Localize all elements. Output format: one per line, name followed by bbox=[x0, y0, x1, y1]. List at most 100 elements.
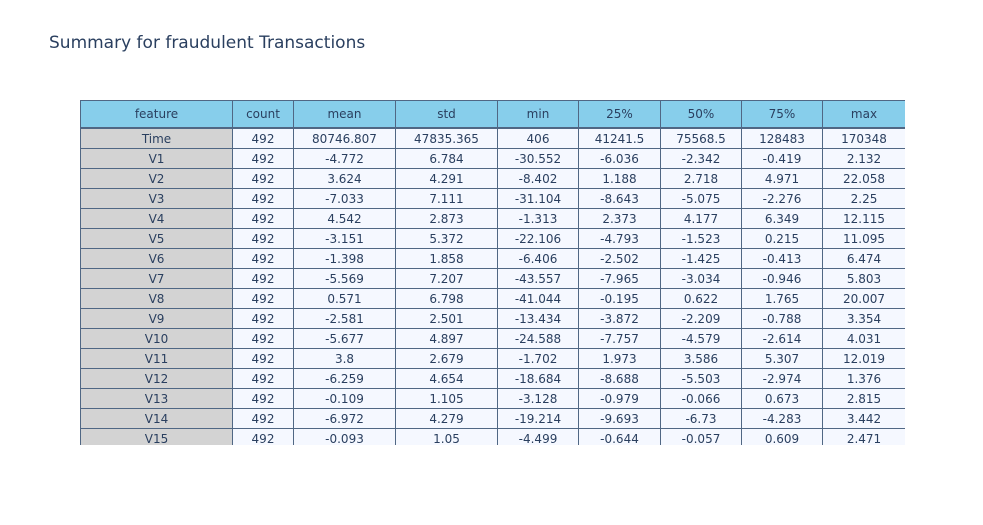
value-cell-25pct: -7.757 bbox=[578, 328, 661, 349]
value-cell-mean: -6.259 bbox=[293, 368, 396, 389]
value-cell-25pct: 2.373 bbox=[578, 208, 661, 229]
value-cell-75pct: -2.276 bbox=[741, 188, 823, 209]
column-header-75pct: 75% bbox=[741, 100, 823, 129]
value-cell-min: -6.406 bbox=[497, 248, 579, 269]
table-row: V11 492 3.8 2.679 -1.702 1.973 3.586 5.307 12.01… bbox=[80, 348, 905, 369]
feature-cell: V3 bbox=[80, 188, 233, 209]
value-cell-25pct: -8.688 bbox=[578, 368, 661, 389]
value-cell-25pct: -0.979 bbox=[578, 388, 661, 409]
value-cell-25pct: -4.793 bbox=[578, 228, 661, 249]
value-cell-50pct: 0.622 bbox=[660, 288, 742, 309]
table-row: V5 492 -3.151 5.372 -22.106 -4.793 -1.523 0.215… bbox=[80, 228, 905, 249]
column-header-count: count bbox=[232, 100, 294, 129]
value-cell-75pct: 128483 bbox=[741, 127, 823, 149]
value-cell-max: 2.471 bbox=[822, 428, 905, 445]
value-cell-max: 3.442 bbox=[822, 408, 905, 429]
value-cell-max: 5.803 bbox=[822, 268, 905, 289]
table-row: V9 492 -2.581 2.501 -13.434 -3.872 -2.209 -0.78… bbox=[80, 308, 905, 329]
table-row: V2 492 3.624 4.291 -8.402 1.188 2.718 4.971 22.0… bbox=[80, 168, 905, 189]
value-cell-mean: -6.972 bbox=[293, 408, 396, 429]
value-cell-mean: 3.8 bbox=[293, 348, 396, 369]
value-cell-50pct: 2.718 bbox=[660, 168, 742, 189]
value-cell-max: 170348 bbox=[822, 127, 905, 149]
value-cell-count: 492 bbox=[232, 248, 294, 269]
value-cell-count: 492 bbox=[232, 368, 294, 389]
value-cell-75pct: 0.609 bbox=[741, 428, 823, 445]
value-cell-std: 5.372 bbox=[395, 228, 498, 249]
value-cell-50pct: -1.523 bbox=[660, 228, 742, 249]
value-cell-max: 12.019 bbox=[822, 348, 905, 369]
table-row: V4 492 4.542 2.873 -1.313 2.373 4.177 6.349 12.1… bbox=[80, 208, 905, 229]
value-cell-std: 7.111 bbox=[395, 188, 498, 209]
value-cell-max: 20.007 bbox=[822, 288, 905, 309]
value-cell-25pct: -7.965 bbox=[578, 268, 661, 289]
value-cell-75pct: 6.349 bbox=[741, 208, 823, 229]
value-cell-min: -1.702 bbox=[497, 348, 579, 369]
value-cell-min: -30.552 bbox=[497, 148, 579, 169]
table-row: V7 492 -5.569 7.207 -43.557 -7.965 -3.034 -0.94… bbox=[80, 268, 905, 289]
value-cell-count: 492 bbox=[232, 408, 294, 429]
value-cell-50pct: -5.075 bbox=[660, 188, 742, 209]
value-cell-count: 492 bbox=[232, 208, 294, 229]
value-cell-min: -41.044 bbox=[497, 288, 579, 309]
value-cell-50pct: -1.425 bbox=[660, 248, 742, 269]
value-cell-mean: -5.569 bbox=[293, 268, 396, 289]
table-row: Time 492 80746.807 47835.365 406 41241.5 75568… bbox=[80, 127, 905, 149]
value-cell-count: 492 bbox=[232, 228, 294, 249]
feature-cell: Time bbox=[80, 127, 233, 149]
value-cell-mean: 0.571 bbox=[293, 288, 396, 309]
value-cell-75pct: -0.413 bbox=[741, 248, 823, 269]
value-cell-mean: -0.093 bbox=[293, 428, 396, 445]
value-cell-std: 1.858 bbox=[395, 248, 498, 269]
value-cell-max: 6.474 bbox=[822, 248, 905, 269]
value-cell-50pct: -0.066 bbox=[660, 388, 742, 409]
value-cell-mean: -1.398 bbox=[293, 248, 396, 269]
value-cell-75pct: -0.946 bbox=[741, 268, 823, 289]
table-row: V13 492 -0.109 1.105 -3.128 -0.979 -0.066 0.673… bbox=[80, 388, 905, 409]
value-cell-25pct: -0.195 bbox=[578, 288, 661, 309]
value-cell-min: -13.434 bbox=[497, 308, 579, 329]
value-cell-max: 4.031 bbox=[822, 328, 905, 349]
value-cell-75pct: -2.974 bbox=[741, 368, 823, 389]
value-cell-std: 6.784 bbox=[395, 148, 498, 169]
value-cell-75pct: 0.673 bbox=[741, 388, 823, 409]
table-header-row: feature count mean std min 25% 50% 75% max bbox=[80, 100, 905, 129]
value-cell-std: 7.207 bbox=[395, 268, 498, 289]
value-cell-50pct: -4.579 bbox=[660, 328, 742, 349]
value-cell-50pct: 4.177 bbox=[660, 208, 742, 229]
value-cell-mean: -4.772 bbox=[293, 148, 396, 169]
value-cell-mean: 80746.807 bbox=[293, 127, 396, 149]
value-cell-max: 1.376 bbox=[822, 368, 905, 389]
value-cell-count: 492 bbox=[232, 288, 294, 309]
value-cell-std: 2.501 bbox=[395, 308, 498, 329]
value-cell-75pct: -0.788 bbox=[741, 308, 823, 329]
value-cell-mean: 4.542 bbox=[293, 208, 396, 229]
value-cell-mean: -3.151 bbox=[293, 228, 396, 249]
feature-cell: V4 bbox=[80, 208, 233, 229]
value-cell-min: -24.588 bbox=[497, 328, 579, 349]
value-cell-25pct: -0.644 bbox=[578, 428, 661, 445]
column-header-feature: feature bbox=[80, 100, 233, 129]
value-cell-min: -31.104 bbox=[497, 188, 579, 209]
value-cell-50pct: 75568.5 bbox=[660, 127, 742, 149]
value-cell-min: -1.313 bbox=[497, 208, 579, 229]
value-cell-count: 492 bbox=[232, 168, 294, 189]
value-cell-count: 492 bbox=[232, 148, 294, 169]
summary-table-viewport[interactable]: feature count mean std min 25% 50% 75% max Time 4… bbox=[80, 100, 905, 445]
value-cell-50pct: -3.034 bbox=[660, 268, 742, 289]
table-row: V14 492 -6.972 4.279 -19.214 -9.693 -6.73 -4.28… bbox=[80, 408, 905, 429]
value-cell-max: 3.354 bbox=[822, 308, 905, 329]
value-cell-min: -43.557 bbox=[497, 268, 579, 289]
column-header-max: max bbox=[822, 100, 905, 129]
value-cell-count: 492 bbox=[232, 308, 294, 329]
value-cell-std: 4.897 bbox=[395, 328, 498, 349]
value-cell-max: 2.815 bbox=[822, 388, 905, 409]
value-cell-count: 492 bbox=[232, 268, 294, 289]
feature-cell: V8 bbox=[80, 288, 233, 309]
value-cell-50pct: 3.586 bbox=[660, 348, 742, 369]
feature-cell: V13 bbox=[80, 388, 233, 409]
value-cell-25pct: -2.502 bbox=[578, 248, 661, 269]
feature-cell: V12 bbox=[80, 368, 233, 389]
value-cell-75pct: -0.419 bbox=[741, 148, 823, 169]
table-row: V15 492 -0.093 1.05 -4.499 -0.644 -0.057 0.609 2… bbox=[80, 428, 905, 445]
